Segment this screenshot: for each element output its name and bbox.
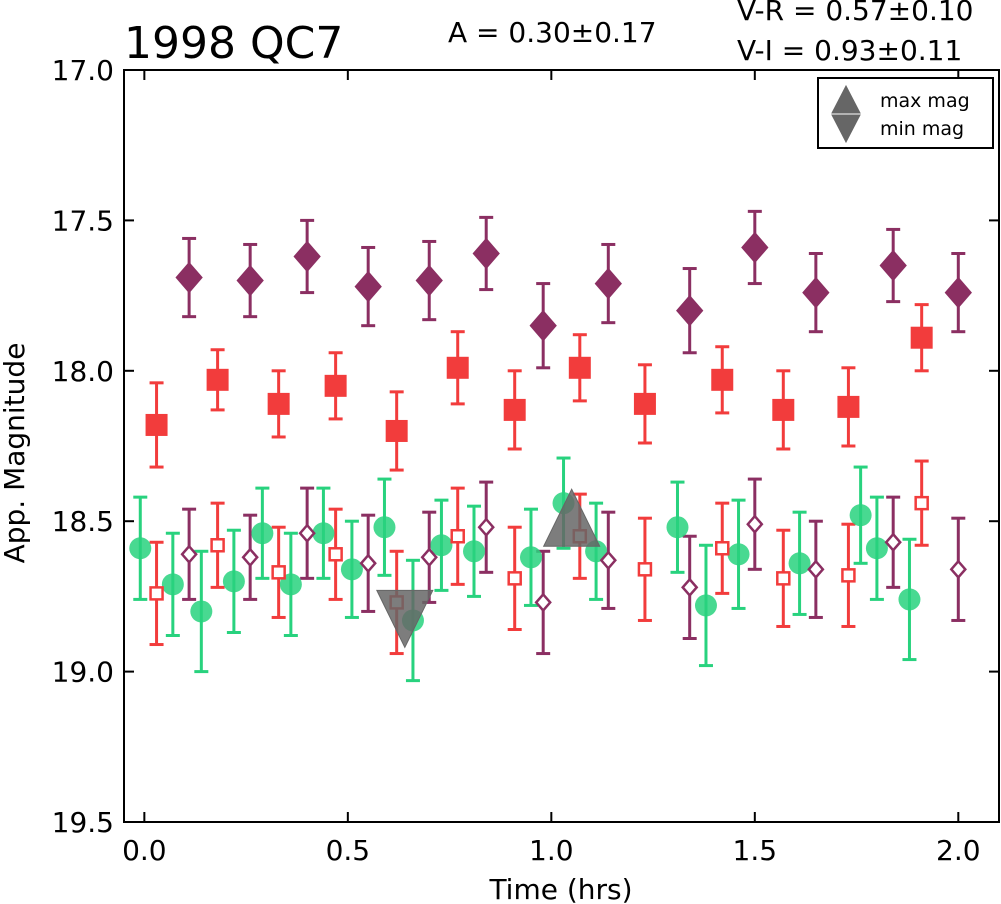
data-point-diamond-open bbox=[359, 553, 377, 574]
data-point-diamond-filled bbox=[472, 237, 500, 270]
y-tick-label: 19.0 bbox=[52, 656, 114, 689]
data-point-square-open bbox=[914, 495, 929, 511]
x-axis: 0.0 0.5 1.0 1.5 2.0 bbox=[122, 70, 981, 867]
data-point-square-filled bbox=[206, 368, 229, 391]
data-point-diamond-open bbox=[180, 544, 198, 565]
data-point-square-filled bbox=[267, 392, 290, 415]
data-point-square-open bbox=[271, 565, 286, 580]
data-point-circle-filled bbox=[694, 594, 717, 617]
data-point-diamond-open bbox=[807, 559, 825, 580]
data-point-diamond-open bbox=[884, 532, 902, 553]
x-tick-label: 0.0 bbox=[122, 834, 167, 867]
data-point-square-filled bbox=[324, 374, 347, 397]
chart-title: 1998 QC7 bbox=[124, 18, 343, 69]
data-point-diamond-open bbox=[949, 559, 967, 580]
data-point-square-open bbox=[328, 547, 343, 562]
data-point-circle-filled bbox=[519, 546, 542, 569]
data-point-diamond-filled bbox=[802, 276, 830, 309]
data-point-diamond-filled bbox=[741, 231, 769, 264]
data-point-diamond-open bbox=[599, 550, 617, 571]
data-point-square-filled bbox=[145, 413, 168, 436]
data-point-square-filled bbox=[633, 392, 656, 415]
data-point-square-filled bbox=[446, 356, 469, 379]
y-axis: 17.0 17.5 18.0 18.5 19.0 19.5 bbox=[52, 54, 999, 839]
data-point-diamond-filled bbox=[944, 276, 972, 309]
data-point-square-filled bbox=[910, 326, 933, 349]
data-point-circle-filled bbox=[312, 522, 335, 545]
data-point-diamond-filled bbox=[879, 249, 907, 282]
data-point-square-filled bbox=[772, 398, 795, 421]
data-point-diamond-filled bbox=[529, 309, 557, 342]
legend: max mag min mag bbox=[817, 77, 994, 149]
data-point-circle-filled bbox=[190, 600, 213, 623]
y-tick-label: 18.0 bbox=[52, 355, 114, 388]
legend-min-mag-label: min mag bbox=[880, 118, 964, 140]
data-point-diamond-filled bbox=[415, 264, 443, 297]
data-point-circle-filled bbox=[788, 552, 811, 575]
data-point-diamond-filled bbox=[354, 270, 382, 303]
v-r-annotation: V-R = 0.57±0.10 bbox=[737, 0, 973, 27]
v-i-annotation: V-I = 0.93±0.11 bbox=[737, 34, 962, 67]
data-point-circle-filled bbox=[666, 516, 689, 539]
plot-area bbox=[129, 209, 972, 683]
x-axis-label: Time (hrs) bbox=[488, 873, 632, 904]
data-point-diamond-filled bbox=[175, 261, 203, 294]
data-point-diamond-open bbox=[681, 577, 699, 598]
data-point-square-filled bbox=[568, 356, 591, 379]
data-point-diamond-filled bbox=[293, 240, 321, 273]
legend-min-mag-marker bbox=[831, 114, 861, 144]
x-tick-label: 2.0 bbox=[936, 834, 981, 867]
data-point-circle-filled bbox=[898, 588, 921, 611]
data-point-square-filled bbox=[385, 419, 408, 442]
y-tick-label: 18.5 bbox=[52, 505, 114, 538]
data-point-square-open bbox=[450, 528, 465, 544]
data-point-circle-filled bbox=[161, 573, 184, 596]
x-tick-label: 1.0 bbox=[529, 834, 574, 867]
data-point-square-open bbox=[841, 568, 856, 583]
data-point-square-open bbox=[776, 571, 791, 586]
y-tick-label: 17.5 bbox=[52, 204, 114, 237]
data-point-diamond-open bbox=[477, 517, 495, 538]
data-point-circle-filled bbox=[430, 534, 453, 557]
data-point-circle-filled bbox=[129, 537, 152, 560]
data-point-diamond-open bbox=[746, 514, 764, 535]
y-tick-label: 17.0 bbox=[52, 54, 114, 87]
data-point-diamond-open bbox=[420, 547, 438, 568]
data-point-diamond-filled bbox=[676, 294, 704, 327]
plot-frame bbox=[123, 69, 1000, 823]
data-point-square-filled bbox=[837, 395, 860, 418]
data-point-square-open bbox=[507, 571, 522, 586]
data-point-diamond-filled bbox=[594, 267, 622, 300]
legend-max-mag-marker bbox=[831, 84, 861, 114]
data-point-square-filled bbox=[711, 368, 734, 391]
y-axis-label: App. Magnitude bbox=[0, 343, 31, 564]
y-tick-label: 19.5 bbox=[52, 806, 114, 839]
data-point-circle-filled bbox=[373, 516, 396, 539]
data-point-diamond-open bbox=[241, 547, 259, 568]
x-tick-label: 0.5 bbox=[326, 834, 371, 867]
data-point-diamond-open bbox=[534, 592, 552, 613]
data-point-square-filled bbox=[503, 398, 526, 421]
data-point-circle-filled bbox=[222, 570, 245, 593]
data-point-circle-filled bbox=[463, 540, 485, 563]
data-point-circle-filled bbox=[849, 504, 872, 527]
data-point-circle-filled bbox=[340, 558, 363, 581]
data-point-diamond-open bbox=[298, 523, 316, 544]
data-point-square-open bbox=[637, 562, 653, 577]
max-mag-marker bbox=[542, 488, 601, 547]
legend-max-mag-label: max mag bbox=[880, 90, 970, 112]
data-point-circle-filled bbox=[727, 543, 750, 566]
data-point-square-open bbox=[149, 586, 164, 601]
x-tick-label: 1.5 bbox=[733, 834, 778, 867]
data-point-circle-filled bbox=[865, 537, 888, 560]
min-mag-marker bbox=[376, 589, 434, 649]
data-point-diamond-filled bbox=[236, 264, 264, 297]
amplitude-annotation: A = 0.30±0.17 bbox=[448, 16, 657, 49]
data-point-square-open bbox=[210, 538, 225, 553]
data-point-square-open bbox=[715, 541, 730, 556]
data-point-circle-filled bbox=[251, 522, 274, 545]
